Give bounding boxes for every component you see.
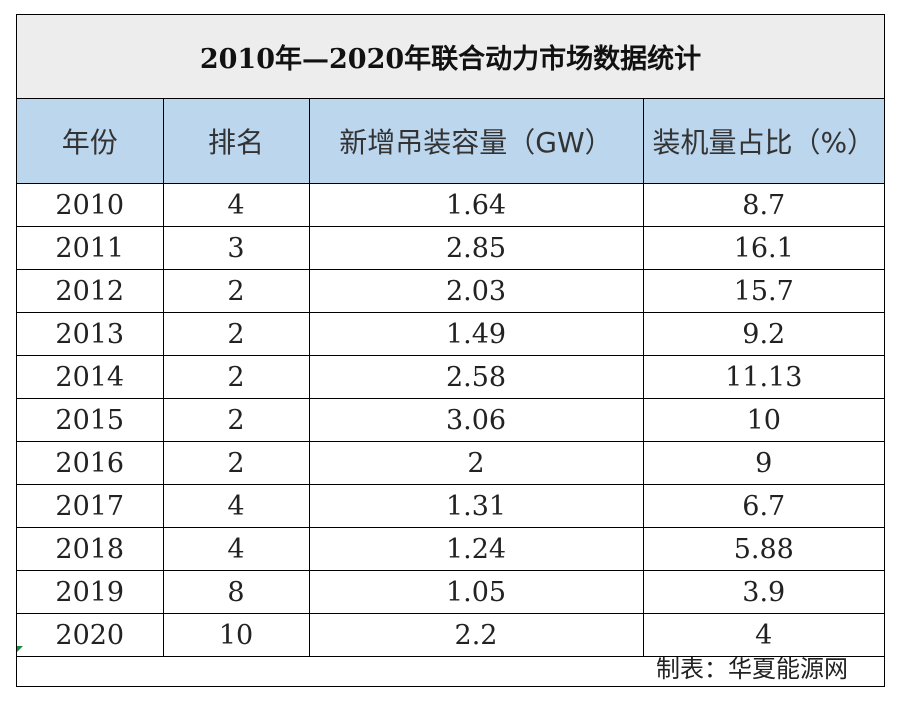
cell-year: 2017: [17, 484, 164, 528]
cell-year: 2011: [17, 226, 164, 270]
cell-capacity: 1.64: [308, 183, 644, 227]
header-rank: 排名: [162, 99, 310, 184]
header-share: 装机量占比（%）: [642, 99, 884, 184]
cell-capacity: 2.85: [308, 226, 644, 270]
cell-rank: 2: [162, 269, 310, 313]
table-row: 2013 2 1.49 9.2: [17, 312, 884, 356]
header-year: 年份: [17, 99, 164, 184]
cell-year: 2019: [17, 570, 164, 614]
table-row: 2014 2 2.58 11.13: [17, 355, 884, 399]
cell-rank: 10: [162, 613, 310, 657]
cell-capacity: 2.58: [308, 355, 644, 399]
table-row: 2015 2 3.06 10: [17, 398, 884, 442]
cell-share: 16.1: [642, 226, 884, 270]
cell-rank: 2: [162, 441, 310, 485]
data-table-sheet: 2010年—2020年联合动力市场数据统计 年份 排名 新增吊装容量（GW） 装…: [16, 14, 885, 687]
header-row: 年份 排名 新增吊装容量（GW） 装机量占比（%）: [17, 99, 884, 184]
cell-share: 11.13: [642, 355, 884, 399]
cell-capacity: 1.49: [308, 312, 644, 356]
cell-year: 2010: [17, 183, 164, 227]
table-row: 2012 2 2.03 15.7: [17, 269, 884, 313]
cell-capacity: 3.06: [308, 398, 644, 442]
cell-year: 2016: [17, 441, 164, 485]
cell-year: 2018: [17, 527, 164, 571]
cell-rank: 2: [162, 355, 310, 399]
cell-capacity: 2.03: [308, 269, 644, 313]
cell-share: 3.9: [642, 570, 884, 614]
cell-share: 5.88: [642, 527, 884, 571]
cell-rank: 4: [162, 484, 310, 528]
cell-share: 6.7: [642, 484, 884, 528]
cell-year: 2012: [17, 269, 164, 313]
cell-rank: 3: [162, 226, 310, 270]
table-row: 2016 2 2 9: [17, 441, 884, 485]
cell-capacity: 1.31: [308, 484, 644, 528]
cell-share: 10: [642, 398, 884, 442]
cell-year: 2015: [17, 398, 164, 442]
cell-year: 2020: [17, 613, 164, 657]
cell-rank: 4: [162, 183, 310, 227]
table-row: 2017 4 1.31 6.7: [17, 484, 884, 528]
cell-capacity: 1.05: [308, 570, 644, 614]
cell-year: 2013: [17, 312, 164, 356]
table-footer-source: 制表：华夏能源网: [656, 654, 848, 683]
table-row: 2020 10 2.2 4: [17, 613, 884, 657]
cell-rank: 4: [162, 527, 310, 571]
cell-rank: 2: [162, 398, 310, 442]
header-new-capacity: 新增吊装容量（GW）: [308, 99, 644, 184]
cell-share: 9.2: [642, 312, 884, 356]
cell-rank: 8: [162, 570, 310, 614]
cell-share: 15.7: [642, 269, 884, 313]
table-row: 2011 3 2.85 16.1: [17, 226, 884, 270]
table-row: 2010 4 1.64 8.7: [17, 183, 884, 227]
table-row: 2018 4 1.24 5.88: [17, 527, 884, 571]
cell-capacity: 1.24: [308, 527, 644, 571]
data-table: 年份 排名 新增吊装容量（GW） 装机量占比（%） 2010 4 1.64 8.…: [17, 99, 884, 657]
cell-rank: 2: [162, 312, 310, 356]
cell-year: 2014: [17, 355, 164, 399]
cell-share: 8.7: [642, 183, 884, 227]
table-title: 2010年—2020年联合动力市场数据统计: [17, 15, 884, 99]
table-row: 2019 8 1.05 3.9: [17, 570, 884, 614]
cell-share: 9: [642, 441, 884, 485]
cell-comment-marker: [17, 646, 23, 652]
cell-capacity: 2: [308, 441, 644, 485]
cell-capacity: 2.2: [308, 613, 644, 657]
cell-share: 4: [642, 613, 884, 657]
